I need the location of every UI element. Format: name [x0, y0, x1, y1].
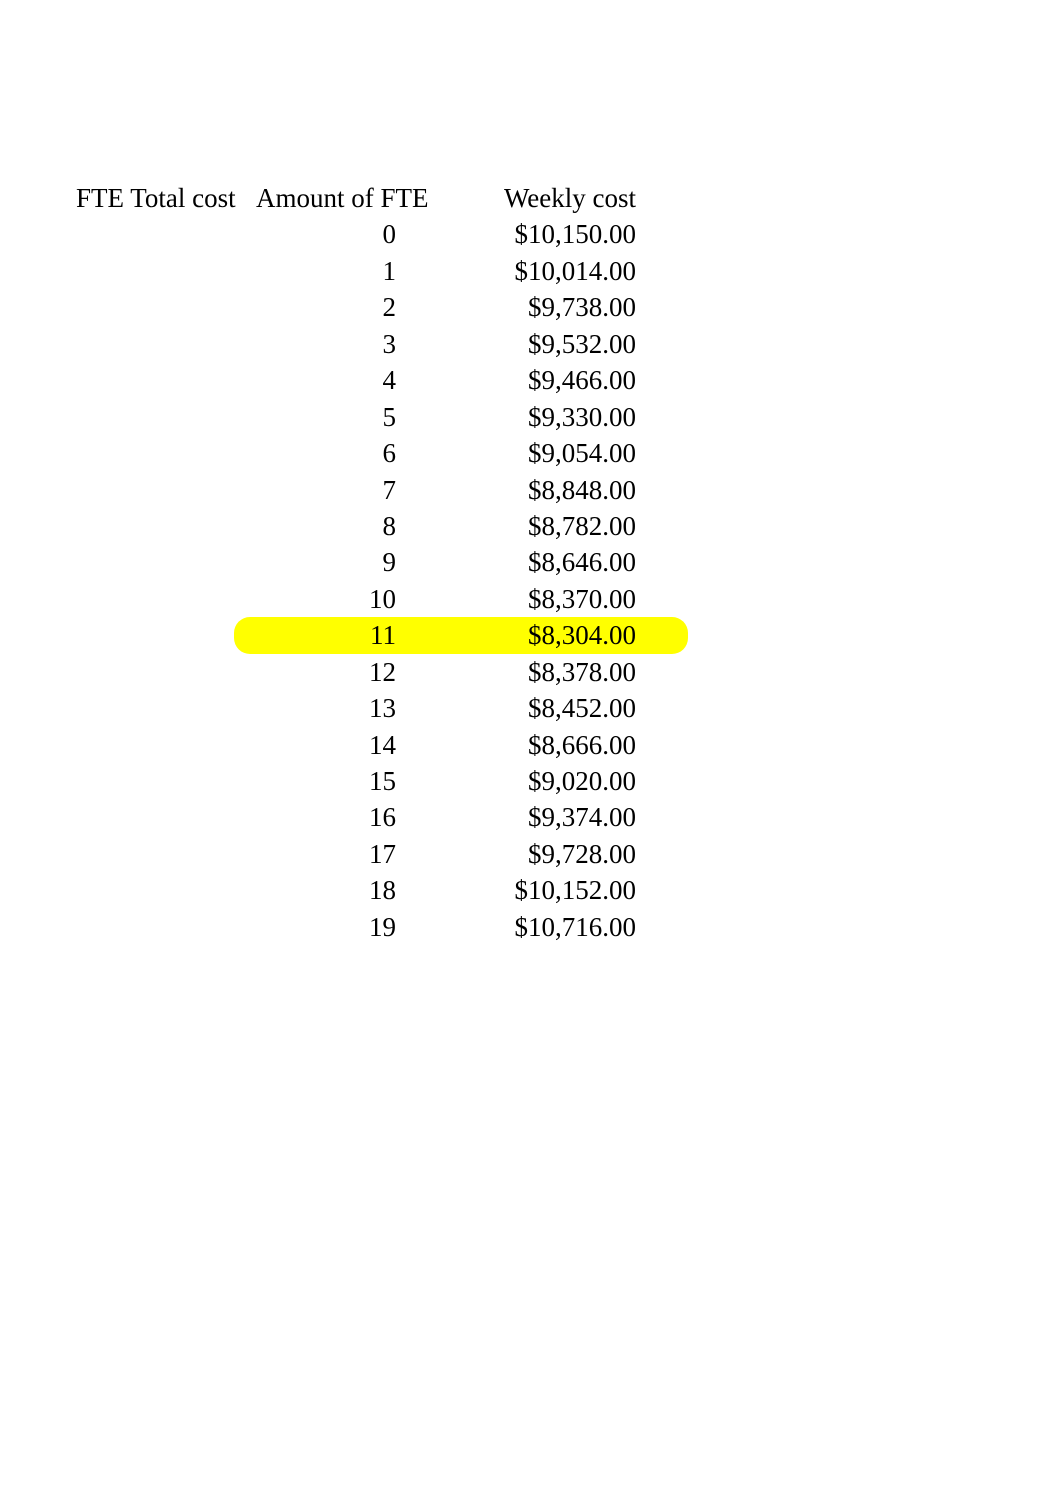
cell-weekly-cost: $9,374.00: [456, 799, 666, 835]
cell-fte-total-cost: [76, 909, 256, 945]
table-row: 0$10,150.00: [76, 216, 666, 252]
cell-amount-of-fte: 12: [256, 654, 456, 690]
cell-amount-of-fte: 7: [256, 472, 456, 508]
cell-weekly-cost: $9,020.00: [456, 763, 666, 799]
cell-fte-total-cost: [76, 763, 256, 799]
cell-amount-of-fte: 19: [256, 909, 456, 945]
table-row: 4$9,466.00: [76, 362, 666, 398]
cell-fte-total-cost: [76, 289, 256, 325]
table-row: 2$9,738.00: [76, 289, 666, 325]
cell-weekly-cost: $8,452.00: [456, 690, 666, 726]
table-row: 11$8,304.00: [76, 617, 666, 653]
cell-weekly-cost: $10,152.00: [456, 872, 666, 908]
cell-fte-total-cost: [76, 872, 256, 908]
cell-amount-of-fte: 6: [256, 435, 456, 471]
table-row: 17$9,728.00: [76, 836, 666, 872]
cell-weekly-cost: $9,728.00: [456, 836, 666, 872]
cell-fte-total-cost: [76, 253, 256, 289]
table-row: 8$8,782.00: [76, 508, 666, 544]
table-row: 1$10,014.00: [76, 253, 666, 289]
cell-fte-total-cost: [76, 544, 256, 580]
table-row: 16$9,374.00: [76, 799, 666, 835]
cell-amount-of-fte: 8: [256, 508, 456, 544]
table-row: 19$10,716.00: [76, 909, 666, 945]
cell-fte-total-cost: [76, 362, 256, 398]
cell-amount-of-fte: 0: [256, 216, 456, 252]
cell-weekly-cost: $10,150.00: [456, 216, 666, 252]
cell-weekly-cost: $9,330.00: [456, 399, 666, 435]
table-row: 14$8,666.00: [76, 727, 666, 763]
cell-weekly-cost: $9,054.00: [456, 435, 666, 471]
cell-amount-of-fte: 15: [256, 763, 456, 799]
table-row: 7$8,848.00: [76, 472, 666, 508]
cell-weekly-cost: $8,370.00: [456, 581, 666, 617]
cell-amount-of-fte: 10: [256, 581, 456, 617]
table-row: 18$10,152.00: [76, 872, 666, 908]
cell-weekly-cost: $10,014.00: [456, 253, 666, 289]
table-row: 6$9,054.00: [76, 435, 666, 471]
cell-fte-total-cost: [76, 399, 256, 435]
table-row: 12$8,378.00: [76, 654, 666, 690]
cell-amount-of-fte: 16: [256, 799, 456, 835]
cell-weekly-cost: $8,666.00: [456, 727, 666, 763]
cell-fte-total-cost: [76, 472, 256, 508]
header-amount-of-fte: Amount of FTE: [256, 180, 456, 216]
cell-fte-total-cost: [76, 581, 256, 617]
table-header-row: FTE Total cost Amount of FTE Weekly cost: [76, 180, 666, 216]
cell-weekly-cost-value: $8,304.00: [456, 617, 666, 653]
page: FTE Total cost Amount of FTE Weekly cost…: [0, 0, 1062, 945]
cell-amount-of-fte: 14: [256, 727, 456, 763]
cell-weekly-cost: $10,716.00: [456, 909, 666, 945]
cell-amount-of-fte: 3: [256, 326, 456, 362]
cell-amount-of-fte: 9: [256, 544, 456, 580]
cell-fte-total-cost: [76, 216, 256, 252]
cell-amount-of-fte: 11: [256, 617, 456, 653]
cell-weekly-cost: $9,532.00: [456, 326, 666, 362]
cell-fte-total-cost: [76, 326, 256, 362]
fte-cost-table: FTE Total cost Amount of FTE Weekly cost…: [76, 180, 666, 945]
table-row: 15$9,020.00: [76, 763, 666, 799]
cell-amount-of-fte: 13: [256, 690, 456, 726]
table-row: 3$9,532.00: [76, 326, 666, 362]
header-fte-total-cost: FTE Total cost: [76, 180, 256, 216]
cell-fte-total-cost: [76, 654, 256, 690]
cell-amount-of-fte: 4: [256, 362, 456, 398]
table-row: 13$8,452.00: [76, 690, 666, 726]
cell-amount-of-fte: 5: [256, 399, 456, 435]
cell-weekly-cost: $9,466.00: [456, 362, 666, 398]
cell-weekly-cost: $8,848.00: [456, 472, 666, 508]
table-row: 9$8,646.00: [76, 544, 666, 580]
cell-fte-total-cost: [76, 836, 256, 872]
cell-weekly-cost: $8,304.00: [456, 617, 666, 653]
header-weekly-cost: Weekly cost: [456, 180, 666, 216]
table-row: 5$9,330.00: [76, 399, 666, 435]
cell-weekly-cost: $8,782.00: [456, 508, 666, 544]
cell-fte-total-cost: [76, 508, 256, 544]
cell-amount-of-fte: 1: [256, 253, 456, 289]
cell-amount-of-fte: 17: [256, 836, 456, 872]
cell-amount-of-fte: 18: [256, 872, 456, 908]
table-row: 10$8,370.00: [76, 581, 666, 617]
cell-amount-of-fte-value: 11: [256, 617, 456, 653]
cell-weekly-cost: $8,378.00: [456, 654, 666, 690]
cell-fte-total-cost: [76, 617, 256, 653]
cell-fte-total-cost: [76, 799, 256, 835]
cell-fte-total-cost: [76, 727, 256, 763]
cell-fte-total-cost: [76, 690, 256, 726]
cell-fte-total-cost: [76, 435, 256, 471]
cell-amount-of-fte: 2: [256, 289, 456, 325]
cell-weekly-cost: $8,646.00: [456, 544, 666, 580]
cell-weekly-cost: $9,738.00: [456, 289, 666, 325]
